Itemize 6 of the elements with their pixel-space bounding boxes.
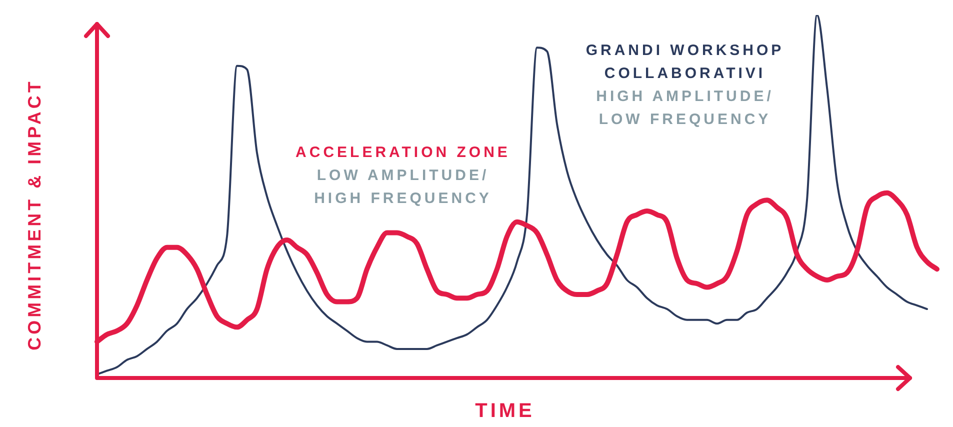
x-axis-title: TIME (474, 400, 536, 423)
annotation: HIGH AMPLITUDE/ LOW FREQUENCY (595, 87, 775, 130)
text: ACCELERATION ZONE (294, 143, 512, 163)
annotation: LOW AMPLITUDE/ HIGH FREQUENCY (313, 166, 493, 209)
series-label: GRANDI WORKSHOP COLLABORATIVI (584, 41, 786, 84)
y-axis-title: COMMITMENT & IMPACT (24, 78, 46, 352)
